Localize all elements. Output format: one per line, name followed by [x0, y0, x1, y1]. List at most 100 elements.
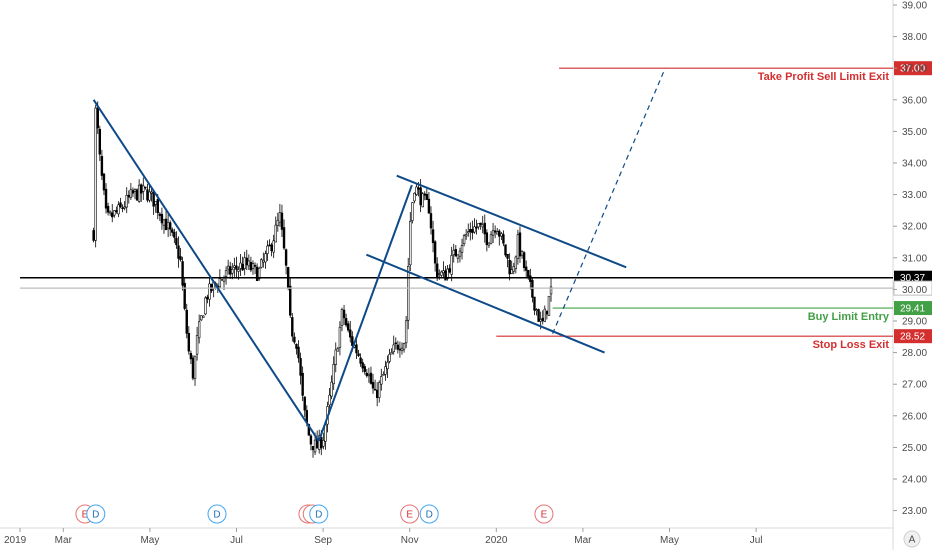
candle-body — [334, 349, 337, 365]
candle-body — [357, 353, 360, 357]
candle-body — [301, 372, 304, 396]
dividend-marker[interactable] — [309, 504, 329, 524]
candle-body — [102, 173, 106, 191]
candle-body — [388, 353, 391, 362]
trend-line[interactable] — [92, 99, 320, 442]
dividend-marker[interactable] — [207, 504, 227, 524]
candle-body — [349, 329, 352, 338]
candle-body — [471, 229, 474, 234]
candle-body — [220, 278, 224, 281]
candle-body — [123, 206, 126, 209]
candle-body — [440, 271, 443, 276]
candle-body — [464, 234, 468, 237]
candle-body — [524, 266, 528, 271]
candle-body — [197, 321, 201, 339]
candle-body — [251, 263, 255, 269]
price-level-badge-label: 30.37 — [900, 273, 925, 284]
candle-body — [425, 194, 429, 200]
candle-body — [460, 245, 464, 253]
candle-body — [284, 249, 288, 266]
y-tick-label: 28.00 — [902, 348, 927, 359]
candle-body — [144, 186, 147, 189]
candle-body — [293, 336, 296, 343]
candle-body — [487, 242, 491, 246]
candle-body — [191, 357, 195, 379]
candle-body — [330, 381, 333, 397]
candle-body — [340, 309, 344, 327]
candle-body — [94, 107, 97, 241]
candle-body — [448, 268, 451, 273]
y-tick-label: 27.00 — [902, 380, 927, 391]
x-tick-label: May — [660, 535, 679, 546]
candle-body — [295, 343, 298, 349]
price-level-annotation: Stop Loss Exit — [813, 339, 890, 351]
candle-body — [431, 229, 435, 244]
trend-line[interactable] — [366, 253, 605, 354]
y-tick-label: 29.00 — [902, 317, 927, 328]
candle-body — [541, 317, 544, 322]
candle-body — [168, 222, 172, 230]
candle-body — [164, 218, 168, 231]
candle-body — [237, 269, 240, 272]
candle-body — [245, 257, 248, 266]
candle-body — [398, 348, 402, 351]
candle-body — [183, 282, 186, 309]
y-tick-label: 25.00 — [902, 443, 927, 454]
candle-body — [547, 295, 551, 316]
candle-body — [369, 372, 373, 384]
auto-scale-circle[interactable] — [903, 530, 921, 548]
candle-body — [518, 232, 522, 257]
candle-body — [429, 213, 433, 229]
grid — [0, 0, 894, 550]
candle-body — [125, 194, 128, 208]
candle-body — [355, 344, 358, 354]
y-tick-label: 32.00 — [902, 222, 927, 233]
candle-body — [266, 245, 269, 254]
dividend-marker[interactable] — [419, 504, 439, 524]
y-tick-label: 34.00 — [902, 159, 927, 170]
candle-body — [104, 188, 108, 209]
auto-scale-button[interactable]: A — [903, 530, 921, 548]
trend-line[interactable] — [552, 67, 666, 334]
candle-body — [438, 273, 441, 275]
earnings-marker[interactable] — [534, 504, 554, 524]
candle-body — [404, 320, 408, 344]
candle-body — [309, 435, 313, 445]
candle-body — [409, 220, 412, 266]
price-level-annotation: Take Profit Sell Limit Exit — [758, 71, 890, 83]
event-markers[interactable]: EDDEEDEDE — [75, 504, 554, 524]
candle-body — [320, 437, 323, 449]
candle-body — [119, 202, 122, 207]
candle-body — [479, 222, 482, 225]
candle-body — [162, 219, 166, 226]
candle-body — [396, 344, 400, 350]
candle-body — [106, 205, 110, 213]
earnings-marker[interactable] — [400, 504, 420, 524]
candle-body — [338, 326, 342, 348]
candle-body — [328, 394, 331, 406]
candle-body — [268, 244, 271, 247]
candle-body — [98, 128, 102, 155]
trend-line[interactable] — [317, 184, 413, 442]
candle-body — [200, 315, 203, 321]
trend-line[interactable] — [396, 174, 627, 269]
candle-body — [390, 352, 393, 355]
candle-body — [417, 187, 420, 190]
candle-body — [531, 280, 534, 298]
candle-body — [226, 265, 230, 270]
candle-body — [402, 343, 406, 350]
candle-body — [475, 226, 478, 229]
candle-body — [367, 374, 371, 377]
price-level-annotation: Buy Limit Entry — [808, 311, 890, 323]
candle-body — [108, 211, 112, 214]
candle-body — [175, 237, 178, 246]
dividend-marker[interactable] — [86, 504, 106, 524]
price-levels: 37.00 Take Profit Sell Limit Exit 30.3730.… — [20, 61, 932, 351]
trend-lines[interactable] — [92, 67, 666, 442]
candle-body — [450, 255, 453, 275]
candle-body — [407, 266, 410, 321]
candle-body — [210, 283, 213, 292]
candle-body — [375, 389, 379, 399]
candle-body — [247, 260, 251, 267]
